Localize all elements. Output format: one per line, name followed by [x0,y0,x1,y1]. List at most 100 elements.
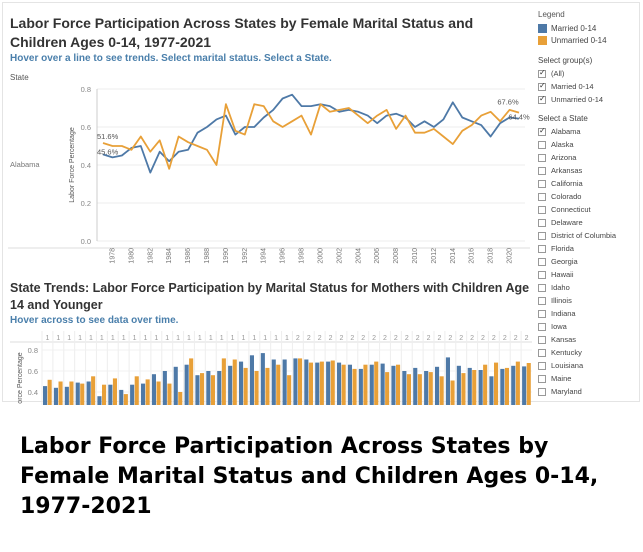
state-filter-checkbox[interactable] [538,361,546,370]
bar-unmarried [406,374,411,405]
state-filter-option[interactable]: Delaware [538,216,642,229]
state-filter-option[interactable]: Maine [538,372,642,385]
bar-header-label: 2 [448,335,452,342]
state-filter-option[interactable]: Florida [538,242,642,255]
state-filter-checkbox[interactable] [538,322,546,331]
state-filter-checkbox[interactable] [538,126,546,136]
state-filter-checkbox[interactable] [538,257,546,266]
bar-header-label: 1 [285,335,289,342]
state-filter-checkbox[interactable] [538,296,546,305]
bar-married [249,355,254,405]
group-filter-checkbox[interactable] [538,81,546,91]
state-filter-checkbox[interactable] [538,231,546,240]
x-tick-label: 2004 [355,248,362,264]
group-filter-option[interactable]: Married 0-14 [538,80,642,93]
x-tick-label: 1990 [223,248,230,264]
bar-unmarried [526,363,531,405]
bar-header-label: 1 [133,335,137,342]
bar-married [456,365,461,405]
state-filter-option[interactable]: Hawaii [538,268,642,281]
state-filter-option[interactable]: Iowa [538,320,642,333]
group-filter-option[interactable]: Unmarried 0-14 [538,93,642,106]
group-filter-option[interactable]: (All) [538,67,642,80]
state-filter-checkbox[interactable] [538,166,546,175]
state-filter: Select a State Alabama Alaska Arizona Arkan… [538,114,642,398]
tableau-dashboard: Labor Force Participation Across States … [0,0,643,405]
state-filter-option[interactable]: California [538,177,642,190]
bar-unmarried [363,364,368,405]
bar-married [64,386,69,405]
bar-unmarried [330,360,335,405]
state-filter-checkbox[interactable] [538,205,546,214]
group-filter-checkbox[interactable] [538,94,546,104]
state-filter-checkbox[interactable] [538,374,546,383]
state-filter-option[interactable]: Louisiana [538,359,642,372]
bar-header-label: 2 [481,335,485,342]
state-filter-option[interactable]: Georgia [538,255,642,268]
figure-caption: Labor Force Participation Across States … [20,434,599,519]
state-filter-option[interactable]: Maryland [538,385,642,398]
state-filter-option[interactable]: Idaho [538,281,642,294]
label-start-married: 45.6% [97,147,119,156]
state-filter-option-label: Arkansas [551,166,583,175]
bar-unmarried [439,376,444,405]
state-filter-checkbox[interactable] [538,140,546,149]
bar-unmarried [461,373,466,405]
state-filter-option[interactable]: Indiana [538,307,642,320]
group-filter-option-label: Unmarried 0-14 [551,95,604,104]
state-filter-option[interactable]: Connecticut [538,203,642,216]
dashboard-title: Labor Force Participation Across States … [10,15,474,50]
state-filter-option-label: Alaska [551,140,574,149]
state-filter-checkbox[interactable] [538,192,546,201]
bar-header-label: 2 [427,335,431,342]
legend-item-unmarried[interactable]: Unmarried 0-14 [538,34,638,46]
state-filter-option[interactable]: Alaska [538,138,642,151]
bar-unmarried [265,367,270,405]
bar-married [511,365,516,405]
legend-swatch-unmarried [538,35,547,45]
group-filter-option-label: (All) [551,69,565,78]
bar-unmarried [319,361,324,405]
state-filter-checkbox[interactable] [538,348,546,357]
state-filter-checkbox[interactable] [538,283,546,292]
state-filter-checkbox[interactable] [538,218,546,227]
bar-married [435,366,440,405]
bar-header-label: 1 [165,335,169,342]
state-filter-option[interactable]: Arkansas [538,164,642,177]
state-filter-checkbox[interactable] [538,179,546,188]
state-filter-option[interactable]: Colorado [538,190,642,203]
state-filter-checkbox[interactable] [538,270,546,279]
hint-bottom: Hover across to see data over time. [10,315,179,326]
bar-unmarried [483,364,488,405]
state-filter-checkbox[interactable] [538,387,546,396]
bar-married [195,375,200,405]
bar-header-label: 1 [209,335,213,342]
state-filter-checkbox[interactable] [538,309,546,318]
bar-unmarried [80,383,85,405]
state-filter-option[interactable]: Illinois [538,294,642,307]
state-filter-checkbox[interactable] [538,335,546,344]
state-filter-option[interactable]: District of Columbia [538,229,642,242]
state-filter-option[interactable]: Kansas [538,333,642,346]
bar-unmarried [91,376,96,405]
y-tick-label: 0.6 [81,123,91,132]
state-filter-option-label: Colorado [551,192,582,201]
state-filter-option[interactable]: Alabama [538,125,642,138]
state-filter-checkbox[interactable] [538,153,546,162]
group-filter-checkbox[interactable] [538,68,546,78]
bar-married [304,359,309,405]
bar-header-label: 2 [372,335,376,342]
state-filter-title: Select a State [538,114,588,123]
state-filter-checkbox[interactable] [538,244,546,253]
bar-married [86,381,91,405]
x-tick-label: 1998 [299,248,306,264]
state-filter-option[interactable]: Arizona [538,151,642,164]
bar-unmarried [494,362,499,405]
y-axis-title: Labor Force Percentage [69,127,76,203]
line-chart[interactable]: Alabama 0.0 0.2 0.4 0.6 0.8 Labor Force Percen… [0,80,530,270]
state-filter-option[interactable]: Kentucky [538,346,642,359]
bar-married [489,376,494,405]
bar-married [217,371,222,405]
legend-item-married[interactable]: Married 0-14 [538,22,638,34]
